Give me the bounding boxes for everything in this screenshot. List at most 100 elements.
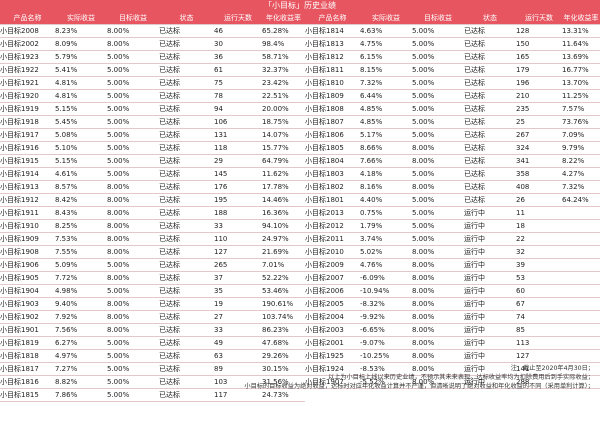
run-days-cell: 63 xyxy=(214,349,262,363)
target-yield-cell: 8.00% xyxy=(412,323,464,337)
header-target-yield: 目标收益 xyxy=(412,12,464,25)
target-yield-cell: 5.00% xyxy=(107,115,159,129)
table-row: 小目标1903 9.40% 8.00% 已达标 19 190.61% xyxy=(0,297,305,311)
target-yield-cell: 5.00% xyxy=(107,284,159,298)
run-days-cell: 89 xyxy=(214,362,262,376)
product-name-cell: 小目标1911 xyxy=(0,206,55,220)
target-yield-cell: 5.00% xyxy=(412,76,464,90)
actual-yield-cell: 6.44% xyxy=(360,89,412,103)
run-days-cell: 78 xyxy=(214,89,262,103)
product-name-cell: 小目标2003 xyxy=(305,323,360,337)
run-days-cell: 19 xyxy=(214,297,262,311)
product-name-cell: 小目标1909 xyxy=(0,232,55,246)
product-name-cell: 小目标2007 xyxy=(305,271,360,285)
table-row: 小目标2005 -8.32% 8.00% 运行中 67 xyxy=(305,297,600,311)
table-row: 小目标1814 4.63% 5.00% 已达标 128 13.31% xyxy=(305,24,600,38)
annualized-yield-cell: 58.71% xyxy=(262,50,305,64)
table-row: 小目标1914 4.61% 5.00% 已达标 145 11.62% xyxy=(0,167,305,181)
product-name-cell: 小目标2002 xyxy=(0,37,55,51)
target-yield-cell: 8.00% xyxy=(107,180,159,194)
run-days-cell: 110 xyxy=(214,232,262,246)
product-name-cell: 小目标2001 xyxy=(305,336,360,350)
run-days-cell: 22 xyxy=(516,232,562,246)
product-name-cell: 小目标1801 xyxy=(305,193,360,207)
footnote-date: 注：截止至2020年4月30日； xyxy=(510,365,594,372)
actual-yield-cell: 1.79% xyxy=(360,219,412,233)
annualized-yield-cell: 16.77% xyxy=(562,63,600,77)
actual-yield-cell: 7.55% xyxy=(55,245,107,259)
actual-yield-cell: 4.63% xyxy=(360,24,412,38)
product-name-cell: 小目标1916 xyxy=(0,141,55,155)
header-annualized-yield: 年化收益率 xyxy=(262,12,305,25)
target-yield-cell: 8.00% xyxy=(412,284,464,298)
table-row: 小目标2011 3.74% 5.00% 运行中 22 xyxy=(305,232,600,246)
status-cell: 已达标 xyxy=(464,180,516,194)
table-row: 小目标1901 7.56% 8.00% 已达标 33 86.23% xyxy=(0,323,305,337)
status-cell: 运行中 xyxy=(464,284,516,298)
table-row: 小目标1806 5.17% 5.00% 已达标 267 7.09% xyxy=(305,128,600,142)
annualized-yield-cell: 22.51% xyxy=(262,89,305,103)
product-name-cell: 小目标1816 xyxy=(0,375,55,389)
run-days-cell: 32 xyxy=(516,245,562,259)
run-days-cell: 11 xyxy=(516,206,562,220)
table-row: 小目标1801 4.40% 5.00% 已达标 26 64.24% xyxy=(305,193,600,207)
actual-yield-cell: 4.76% xyxy=(360,258,412,272)
status-cell: 已达标 xyxy=(159,206,214,220)
actual-yield-cell: 7.92% xyxy=(55,310,107,324)
annualized-yield-cell: 103.74% xyxy=(262,310,305,324)
run-days-cell: 179 xyxy=(516,63,562,77)
header-status: 状态 xyxy=(159,12,214,25)
actual-yield-cell: 5.17% xyxy=(360,128,412,142)
table-row: 小目标1813 4.75% 5.00% 已达标 150 11.64% xyxy=(305,37,600,51)
table-row: 小目标2007 -6.09% 8.00% 运行中 53 xyxy=(305,271,600,285)
status-cell: 已达标 xyxy=(159,219,214,233)
product-name-cell: 小目标2012 xyxy=(305,219,360,233)
run-days-cell: 235 xyxy=(516,102,562,116)
actual-yield-cell: 6.27% xyxy=(55,336,107,350)
run-days-cell: 127 xyxy=(214,245,262,259)
target-yield-cell: 8.00% xyxy=(412,271,464,285)
run-days-cell: 29 xyxy=(214,154,262,168)
table-row: 小目标1924 -8.53% 8.00% 运行中 141 xyxy=(305,362,600,376)
actual-yield-cell: 5.41% xyxy=(55,63,107,77)
actual-yield-cell: -6.09% xyxy=(360,271,412,285)
target-yield-cell: 5.00% xyxy=(107,154,159,168)
status-cell: 已达标 xyxy=(159,310,214,324)
table-row: 小目标1916 5.10% 5.00% 已达标 118 15.77% xyxy=(0,141,305,155)
target-yield-cell: 8.00% xyxy=(412,336,464,350)
annualized-yield-cell xyxy=(562,245,600,259)
annualized-yield-cell xyxy=(562,232,600,246)
page-title: 「小目标」历史业绩 xyxy=(0,0,600,12)
run-days-cell: 324 xyxy=(516,141,562,155)
product-name-cell: 小目标1815 xyxy=(0,388,55,402)
actual-yield-cell: 4.81% xyxy=(55,76,107,90)
product-name-cell: 小目标1813 xyxy=(305,37,360,51)
status-cell: 已达标 xyxy=(159,388,214,402)
header-status: 状态 xyxy=(464,12,516,25)
annualized-yield-cell: 11.25% xyxy=(562,89,600,103)
table-row: 小目标2010 5.02% 8.00% 运行中 32 xyxy=(305,245,600,259)
run-days-cell: 196 xyxy=(516,76,562,90)
product-name-cell: 小目标1922 xyxy=(0,63,55,77)
actual-yield-cell: 5.08% xyxy=(55,128,107,142)
target-yield-cell: 8.00% xyxy=(107,232,159,246)
product-name-cell: 小目标1908 xyxy=(0,245,55,259)
actual-yield-cell: 8.23% xyxy=(55,24,107,38)
status-cell: 已达标 xyxy=(464,115,516,129)
actual-yield-cell: 4.81% xyxy=(55,89,107,103)
product-name-cell: 小目标1802 xyxy=(305,180,360,194)
target-yield-cell: 8.00% xyxy=(107,297,159,311)
run-days-cell: 408 xyxy=(516,180,562,194)
annualized-yield-cell: 18.75% xyxy=(262,115,305,129)
status-cell: 已达标 xyxy=(159,76,214,90)
annualized-yield-cell xyxy=(562,219,600,233)
target-yield-cell: 5.00% xyxy=(412,37,464,51)
run-days-cell: 113 xyxy=(516,336,562,350)
run-days-cell: 267 xyxy=(516,128,562,142)
product-name-cell: 小目标2009 xyxy=(305,258,360,272)
run-days-cell: 341 xyxy=(516,154,562,168)
status-cell: 已达标 xyxy=(464,154,516,168)
product-name-cell: 小目标1913 xyxy=(0,180,55,194)
product-name-cell: 小目标1915 xyxy=(0,154,55,168)
actual-yield-cell: 8.43% xyxy=(55,206,107,220)
